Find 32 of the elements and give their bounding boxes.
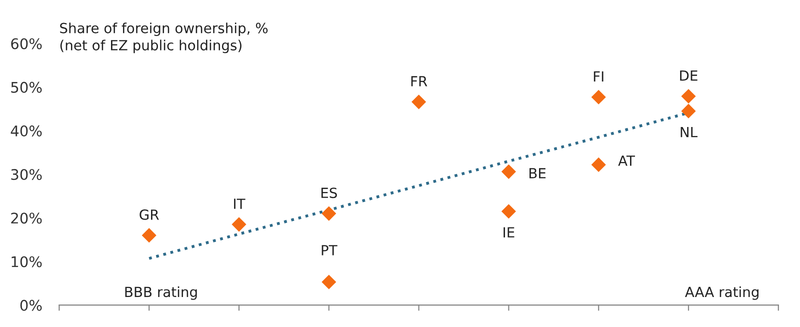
point <box>232 217 246 232</box>
annotation: DE <box>680 70 698 81</box>
point <box>322 206 336 221</box>
y-tick-label: 60% <box>11 38 42 50</box>
y-tick-label: 40% <box>10 125 42 136</box>
point <box>412 94 426 110</box>
y-axis-title: Share of foreign ownership, % (net of EZ public holdings) <box>60 22 268 54</box>
y-tick-label: 30% <box>11 169 42 180</box>
y-tick-label: 20% <box>11 212 42 224</box>
annotation: PT <box>322 245 338 256</box>
annotation: FR <box>411 76 428 86</box>
point <box>501 164 516 179</box>
annotation: BBB rating <box>125 286 197 300</box>
annotation: NL <box>680 127 698 138</box>
annotation: GR <box>140 209 159 220</box>
point <box>591 157 606 172</box>
y-tick-label: 50% <box>11 82 42 93</box>
annotation: IT <box>234 198 246 209</box>
point <box>681 104 696 118</box>
point <box>501 204 516 219</box>
y-tick-label: 10% <box>12 256 42 268</box>
point <box>322 274 336 290</box>
y-tick-label: 0% <box>20 300 42 311</box>
annotation: ES <box>321 188 337 198</box>
point <box>591 90 606 104</box>
annotation: AT <box>618 156 635 166</box>
annotation: FI <box>594 71 604 82</box>
point <box>142 228 156 243</box>
point <box>681 88 696 104</box>
annotation: IE <box>504 227 514 238</box>
annotation: AAA rating <box>685 286 758 300</box>
annotation: BE <box>530 168 546 178</box>
